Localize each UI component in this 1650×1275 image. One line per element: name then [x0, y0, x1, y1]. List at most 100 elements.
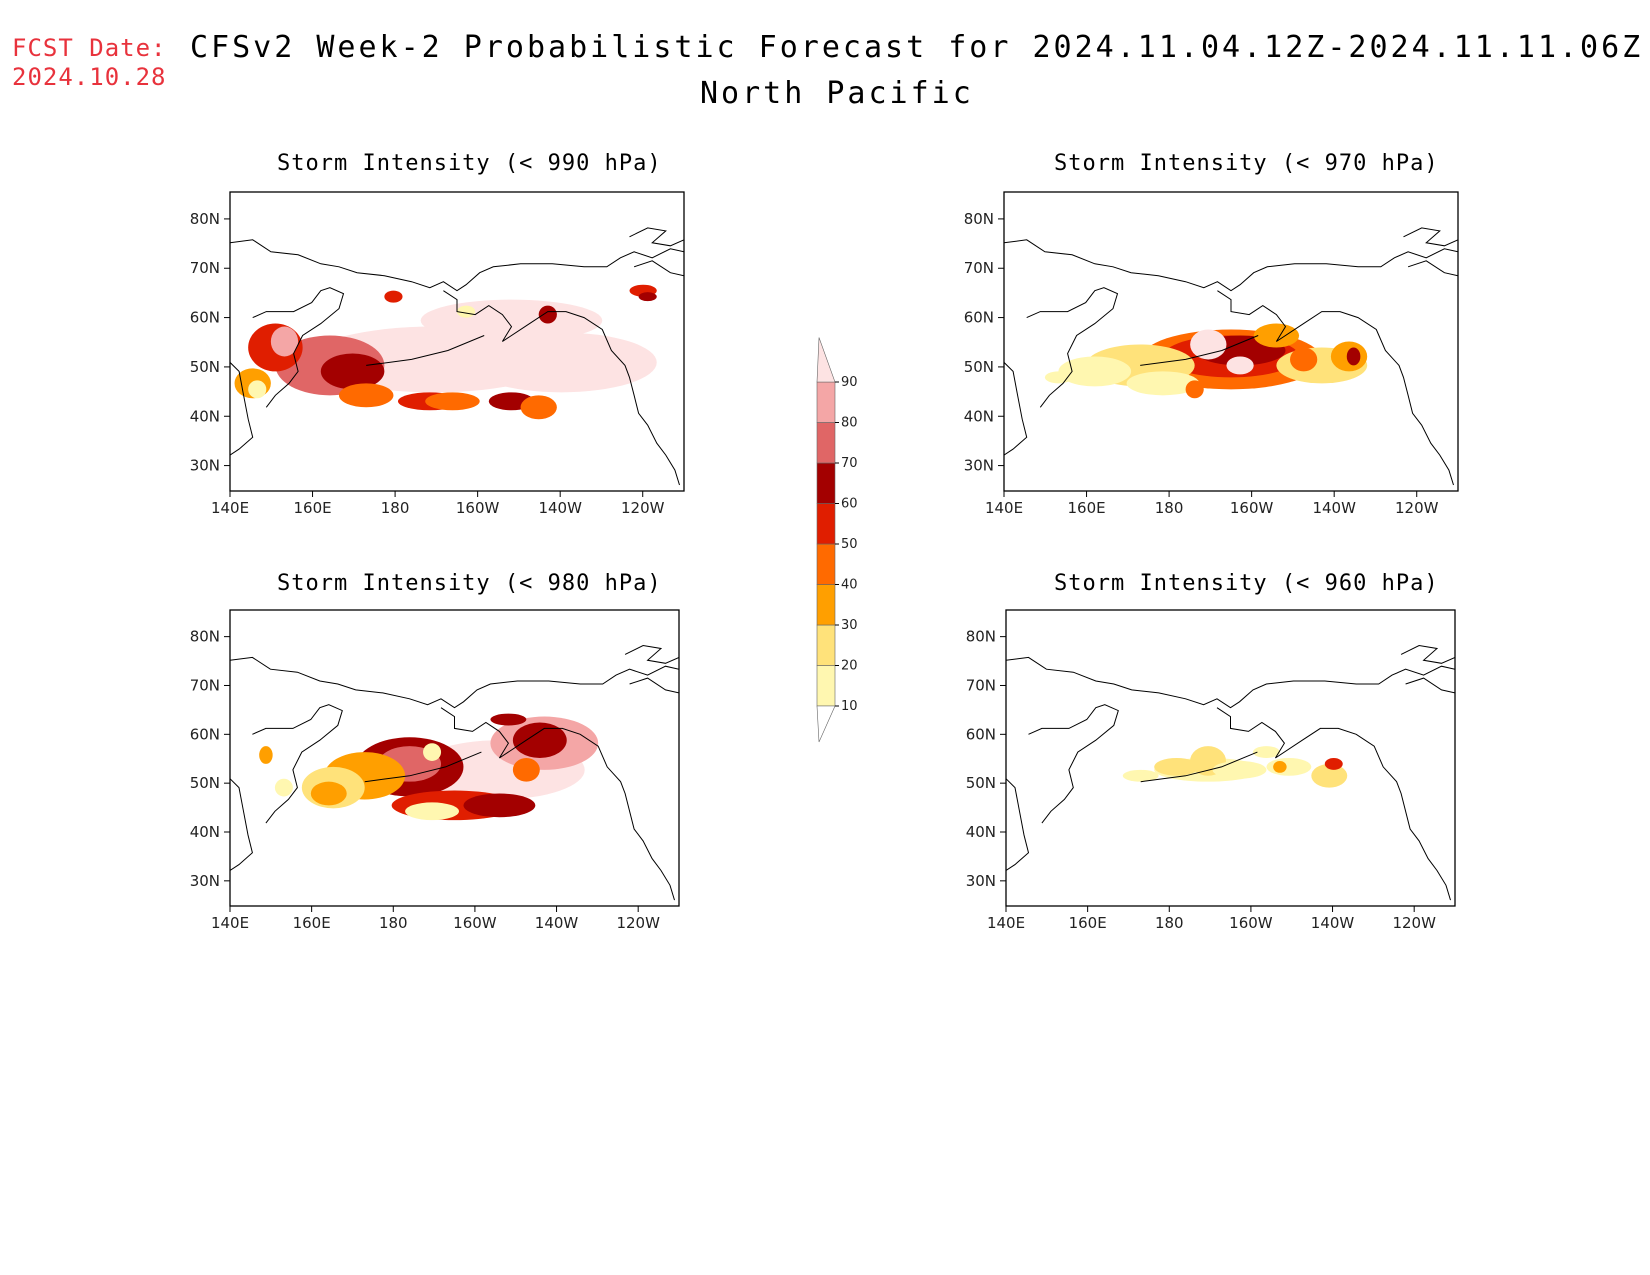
lon-tick-label: 140W	[1311, 914, 1355, 932]
probability-contour	[1252, 746, 1280, 759]
probability-contour	[259, 746, 273, 764]
coastline	[366, 335, 485, 366]
panel-title-990: Storm Intensity (< 990 hPa)	[277, 151, 662, 176]
colorbar-bin	[816, 422, 836, 464]
probability-contour	[1212, 760, 1267, 779]
coastline	[1403, 227, 1458, 247]
coastline	[364, 751, 482, 783]
coastline	[440, 707, 675, 901]
lon-tick-label: 160W	[1229, 914, 1273, 932]
coastline	[252, 287, 345, 408]
coastline	[1405, 677, 1455, 694]
coastline	[230, 239, 684, 292]
probability-contour	[490, 713, 527, 726]
coastline	[1140, 335, 1259, 366]
lon-tick-label: 140E	[987, 914, 1025, 932]
colorbar-bin	[816, 462, 836, 504]
coastline	[1004, 362, 1028, 456]
probability-contour	[520, 395, 557, 420]
lon-tick-label: 180	[379, 914, 408, 932]
colorbar-label: 10	[841, 699, 858, 714]
probability-contour	[463, 793, 536, 818]
probability-contour	[384, 290, 403, 303]
coastline	[1026, 287, 1119, 408]
probability-contour	[1058, 356, 1132, 387]
colorbar-label: 60	[841, 497, 858, 512]
lat-tick-label: 60N	[964, 309, 994, 327]
panel-title-970: Storm Intensity (< 970 hPa)	[1054, 151, 1439, 176]
probability-contour	[1190, 329, 1227, 360]
colorbar-bin	[816, 381, 836, 423]
colorbar-tail	[816, 705, 836, 743]
probability-contour	[512, 758, 540, 782]
colorbar-bin	[816, 543, 836, 585]
lat-tick-label: 70N	[190, 676, 220, 694]
lat-tick-label: 70N	[966, 676, 996, 694]
colorbar: 10 20 30 40 50 60 70 80 90	[816, 337, 858, 743]
coastline	[629, 677, 679, 694]
lat-tick-label: 60N	[190, 725, 220, 743]
lat-tick-label: 50N	[190, 774, 220, 792]
colorbar-label: 70	[841, 456, 858, 471]
lat-tick-label: 80N	[966, 628, 996, 646]
panel-title-960: Storm Intensity (< 960 hPa)	[1054, 571, 1439, 596]
probability-contour	[512, 722, 567, 758]
probability-contour	[538, 305, 557, 324]
panel-title-980: Storm Intensity (< 980 hPa)	[277, 571, 662, 596]
lat-tick-label: 50N	[964, 358, 994, 376]
map-field-960	[1006, 644, 1455, 901]
map-frame	[1003, 191, 1459, 492]
probability-contour	[1126, 371, 1200, 396]
probability-contour	[338, 383, 394, 408]
colorbar-label: 30	[841, 618, 858, 633]
coastline	[1400, 644, 1455, 664]
colorbar-label: 90	[841, 375, 858, 390]
lon-tick-label: 140E	[985, 499, 1023, 517]
lat-tick-label: 30N	[966, 872, 996, 890]
map-panel-970: 80N 70N 60N 50N 40N 30N 140E 160E 180 160W 140W 120…	[964, 191, 1459, 517]
lat-tick-label: 60N	[190, 309, 220, 327]
lon-tick-label: 180	[1155, 499, 1184, 517]
lon-tick-label: 140W	[1312, 499, 1356, 517]
coastline	[624, 644, 679, 664]
probability-contour	[405, 802, 459, 821]
coastline	[629, 227, 684, 247]
map-panel-990: 80N 70N 60N 50N 40N 30N 140E 160E 180 160W 140W 120…	[190, 191, 685, 517]
forecast-date-block: FCST Date: 2024.10.28	[12, 34, 167, 92]
coastline	[1028, 704, 1119, 824]
probability-contour	[1324, 758, 1343, 770]
coastline	[1006, 656, 1455, 709]
probability-contour	[1226, 356, 1254, 375]
probability-contour	[425, 392, 480, 411]
lat-tick-label: 70N	[964, 259, 994, 277]
probability-contour	[274, 778, 293, 797]
lon-tick-label: 120W	[1392, 914, 1436, 932]
colorbar-label: 40	[841, 578, 858, 593]
probability-contour	[248, 380, 267, 399]
coastline	[633, 260, 684, 277]
lat-tick-label: 50N	[190, 358, 220, 376]
lon-tick-label: 120W	[621, 499, 665, 517]
probability-contour	[434, 308, 462, 327]
lon-tick-label: 120W	[616, 914, 660, 932]
coastline	[230, 362, 254, 456]
coastline	[1216, 707, 1451, 901]
probability-contour	[1122, 769, 1159, 782]
probability-contour	[1311, 763, 1348, 788]
probability-contour	[1154, 758, 1200, 776]
lon-tick-label: 180	[1155, 914, 1184, 932]
map-field-990	[230, 227, 684, 486]
coastline	[252, 704, 343, 824]
map-panel-960: 80N 70N 60N 50N 40N 30N 140E 160E 180 160W 140W 120…	[966, 609, 1456, 932]
probability-contour	[423, 743, 442, 761]
lon-tick-label: 160E	[1069, 914, 1107, 932]
lat-tick-label: 40N	[966, 823, 996, 841]
lon-tick-label: 140E	[211, 914, 249, 932]
lat-tick-label: 70N	[190, 259, 220, 277]
probability-contour	[1185, 380, 1204, 399]
map-panel-980: 80N 70N 60N 50N 40N 30N 140E 160E 180 160W 140W 120…	[190, 609, 680, 932]
map-field-970	[1004, 227, 1458, 486]
coastline	[1004, 239, 1458, 292]
colorbar-bin	[816, 624, 836, 666]
page-subtitle: North Pacific	[700, 76, 974, 111]
